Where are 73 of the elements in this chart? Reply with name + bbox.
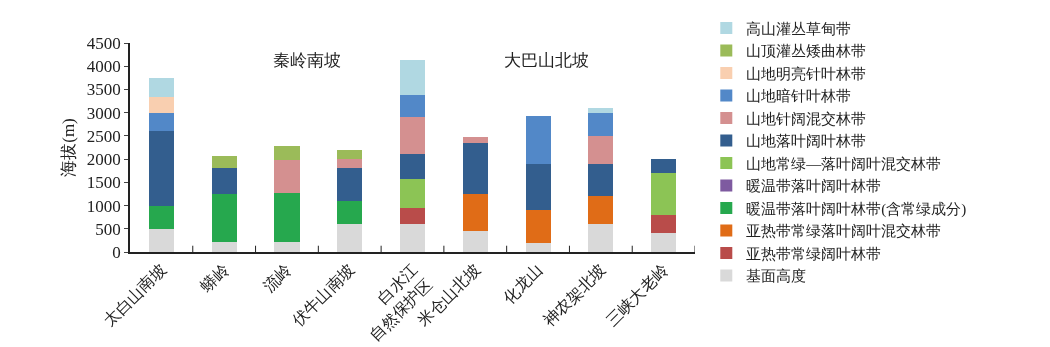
bar (148, 112, 174, 132)
bar (274, 159, 300, 193)
legend-label: 山地明亮针叶林带 (746, 65, 867, 82)
bar (588, 135, 614, 165)
bar (211, 168, 237, 194)
legend-label: 亚热带常绿落叶阔叶混交林带 (746, 223, 942, 240)
bar (337, 159, 363, 169)
bar (588, 196, 614, 224)
y-tick-label: 1500 (86, 173, 121, 193)
legend-label: 山地暗针叶林带 (746, 88, 852, 105)
bar (211, 193, 237, 243)
bar (274, 146, 300, 160)
bar (525, 242, 551, 252)
bar (588, 164, 614, 197)
x-tick-label: 蟒岭 (197, 260, 232, 296)
bar (651, 173, 677, 215)
bar (399, 117, 426, 155)
bar (399, 94, 426, 118)
legend-label: 山顶灌丛矮曲林带 (746, 43, 867, 60)
bar (399, 60, 426, 95)
bar (399, 154, 426, 179)
legend-label: 暖温带落叶阔叶林带(含常绿成分) (746, 200, 967, 218)
y-tick-label: 2000 (86, 150, 121, 170)
legend-label: 亚热带常绿阔叶林带 (746, 245, 882, 262)
bar (651, 158, 677, 174)
bar (399, 224, 426, 252)
bar (588, 223, 614, 252)
legend-label: 山地落叶阔叶林带 (746, 133, 867, 150)
bar (337, 168, 363, 201)
annotation: 秦岭南坡 (273, 51, 341, 70)
bar (399, 208, 426, 225)
bar (148, 77, 174, 98)
bar (148, 97, 174, 113)
bar (274, 192, 300, 243)
bar (462, 193, 488, 231)
y-axis-title: 海拔(m) (58, 118, 78, 177)
bar (462, 142, 488, 194)
bar (651, 233, 677, 252)
bar (211, 155, 237, 169)
y-tick-label: 3000 (86, 103, 121, 123)
bar (337, 223, 363, 252)
bar (525, 210, 551, 243)
y-tick-label: 3500 (86, 80, 121, 100)
y-tick-label: 4000 (86, 57, 121, 77)
y-tick-label: 500 (95, 219, 121, 239)
legend-label: 山地针阔混交林带 (746, 110, 867, 127)
y-tick-label: 4500 (86, 33, 121, 53)
bar (148, 228, 174, 252)
y-tick-label: 1000 (86, 196, 121, 216)
bar (462, 230, 488, 252)
bar (148, 205, 174, 229)
y-tick-label: 0 (112, 242, 121, 262)
bar (588, 112, 614, 136)
bar (148, 131, 174, 206)
y-tick-label: 2500 (86, 126, 121, 146)
bar (651, 214, 677, 234)
x-tick-label: 化龙山 (499, 260, 546, 307)
bar (462, 137, 488, 143)
legend-label: 暖温带落叶阔叶林带 (746, 178, 882, 195)
x-tick-label: 太白山南坡 (100, 260, 170, 330)
bar (337, 149, 363, 160)
bar (588, 108, 614, 113)
bar (211, 242, 237, 252)
bar (274, 242, 300, 252)
bar (337, 200, 363, 224)
legend-label: 高山灌丛草甸带 (746, 20, 852, 37)
annotation: 大巴山北坡 (504, 51, 589, 70)
bar (525, 163, 551, 211)
bar (525, 116, 551, 164)
legend-label: 山地常绿—落叶阔叶混交林带 (746, 155, 942, 172)
legend-label: 基面高度 (746, 268, 807, 285)
x-tick-label: 流岭 (260, 260, 295, 296)
bar (399, 178, 426, 209)
